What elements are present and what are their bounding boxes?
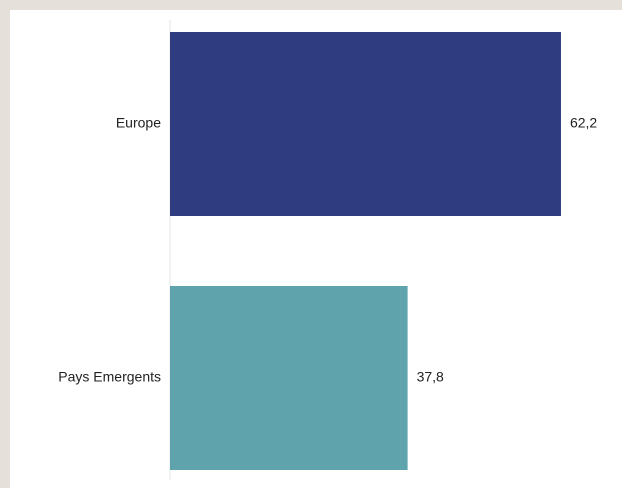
category-label-europe: Europe [116, 115, 161, 131]
labels-group: Europe 62,2 Pays Emergents 37,8 [58, 115, 597, 385]
value-label-europe: 62,2 [570, 115, 597, 131]
bars-group [170, 32, 561, 470]
chart-frame: Europe 62,2 Pays Emergents 37,8 [10, 10, 622, 488]
category-label-pays-emergents: Pays Emergents [58, 369, 161, 385]
bar-chart: Europe 62,2 Pays Emergents 37,8 [58, 20, 597, 480]
bar-europe [170, 32, 561, 216]
value-label-pays-emergents: 37,8 [417, 369, 444, 385]
bar-pays-emergents [170, 286, 408, 470]
